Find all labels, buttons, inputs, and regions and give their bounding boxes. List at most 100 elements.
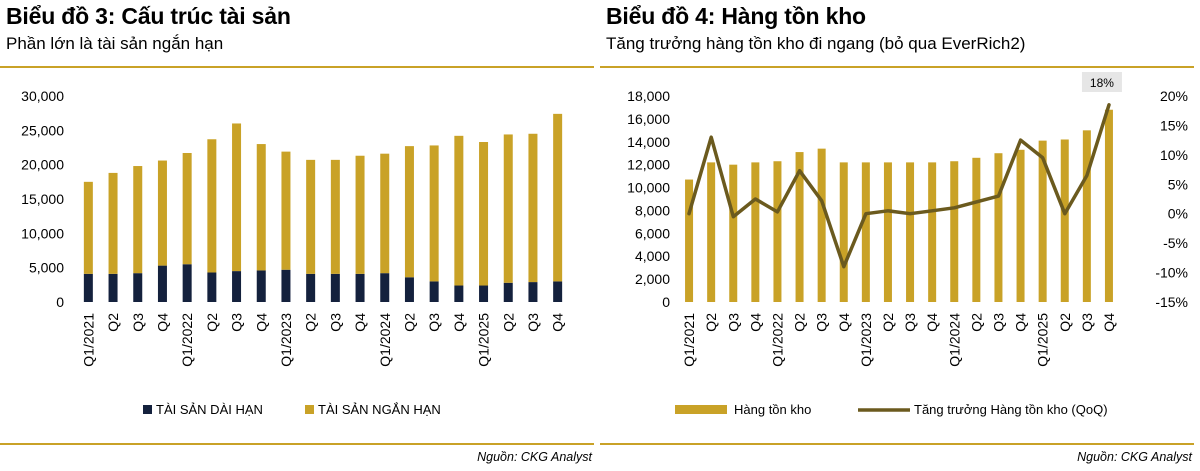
bar-short-term-assets bbox=[479, 142, 489, 286]
y-left-tick-label: 2,000 bbox=[635, 271, 670, 287]
bar-long-term-assets bbox=[232, 271, 242, 302]
bar-short-term-assets bbox=[232, 123, 242, 272]
y-left-tick-label: 4,000 bbox=[635, 248, 670, 264]
legend-label: Hàng tồn kho bbox=[734, 402, 811, 417]
x-tick-label: Q3 bbox=[725, 313, 741, 332]
bar-short-term-assets bbox=[182, 152, 192, 265]
x-tick-label: Q3 bbox=[229, 313, 245, 332]
legend-label: TÀI SẢN DÀI HẠN bbox=[156, 402, 263, 417]
x-tick-label: Q1/2022 bbox=[769, 313, 785, 367]
bar-short-term-assets bbox=[503, 134, 513, 283]
bar-short-term-assets bbox=[528, 133, 538, 283]
bar-inventory bbox=[972, 157, 981, 302]
y-right-tick-label: 5% bbox=[1168, 176, 1188, 192]
x-tick-label: Q1/2024 bbox=[946, 313, 962, 367]
x-tick-label: Q2 bbox=[880, 313, 896, 332]
y-tick-label: 10,000 bbox=[21, 225, 64, 241]
bar-long-term-assets bbox=[182, 264, 192, 302]
source-note: Nguồn: CKG Analyst bbox=[1077, 450, 1192, 464]
bar-long-term-assets bbox=[553, 281, 563, 302]
y-left-tick-label: 12,000 bbox=[627, 157, 670, 173]
x-tick-label: Q4 bbox=[1013, 313, 1029, 332]
x-tick-label: Q3 bbox=[990, 313, 1006, 332]
y-tick-label: 20,000 bbox=[21, 157, 64, 173]
bar-long-term-assets bbox=[528, 282, 538, 302]
x-tick-label: Q4 bbox=[352, 313, 368, 332]
source-note: Nguồn: CKG Analyst bbox=[477, 450, 592, 464]
annotation-box bbox=[1081, 72, 1122, 92]
bar-inventory bbox=[1104, 109, 1113, 302]
y-right-tick-label: 0% bbox=[1168, 206, 1188, 222]
bar-long-term-assets bbox=[133, 273, 143, 302]
bar-inventory bbox=[729, 164, 738, 302]
y-right-tick-label: -5% bbox=[1163, 235, 1188, 251]
y-right-tick-label: 10% bbox=[1160, 147, 1188, 163]
x-tick-label: Q2 bbox=[1057, 313, 1073, 332]
bar-long-term-assets bbox=[330, 273, 340, 302]
bar-inventory bbox=[707, 162, 716, 302]
bar-inventory bbox=[1016, 149, 1025, 302]
bar-long-term-assets bbox=[157, 265, 167, 302]
x-tick-label: Q1/2023 bbox=[858, 313, 874, 367]
x-tick-label: Q2 bbox=[792, 313, 808, 332]
x-tick-label: Q4 bbox=[550, 313, 566, 332]
y-left-tick-label: 18,000 bbox=[627, 88, 670, 104]
bar-inventory bbox=[950, 161, 959, 302]
y-right-tick-label: -10% bbox=[1155, 265, 1188, 281]
chart-title: Biểu đồ 4: Hàng tồn kho bbox=[606, 3, 866, 29]
bar-inventory bbox=[928, 162, 937, 302]
bar-long-term-assets bbox=[108, 273, 118, 302]
chart-subtitle: Phần lớn là tài sản ngắn hạn bbox=[6, 34, 224, 53]
bar-inventory bbox=[1082, 130, 1091, 302]
bar-long-term-assets bbox=[256, 270, 266, 302]
bar-inventory bbox=[817, 148, 826, 302]
x-tick-label: Q2 bbox=[105, 313, 121, 332]
bar-short-term-assets bbox=[133, 166, 143, 274]
x-tick-label: Q1/2022 bbox=[179, 313, 195, 367]
chart-title: Biểu đồ 3: Cấu trúc tài sản bbox=[6, 3, 291, 29]
bar-inventory bbox=[685, 179, 694, 302]
x-tick-label: Q4 bbox=[253, 313, 269, 332]
bar-long-term-assets bbox=[306, 273, 316, 302]
bar-inventory bbox=[795, 152, 804, 302]
bar-long-term-assets bbox=[355, 273, 365, 302]
y-left-tick-label: 10,000 bbox=[627, 180, 670, 196]
y-right-tick-label: -15% bbox=[1155, 294, 1188, 310]
bar-inventory bbox=[1038, 140, 1047, 302]
bar-short-term-assets bbox=[429, 145, 439, 282]
bar-inventory bbox=[773, 161, 782, 302]
x-tick-label: Q3 bbox=[902, 313, 918, 332]
bar-long-term-assets bbox=[207, 272, 217, 302]
footer-divider bbox=[600, 443, 1194, 445]
x-tick-label: Q2 bbox=[204, 313, 220, 332]
bar-long-term-assets bbox=[479, 285, 489, 302]
bar-short-term-assets bbox=[553, 113, 563, 282]
bar-short-term-assets bbox=[207, 139, 217, 273]
y-right-tick-label: 15% bbox=[1160, 117, 1188, 133]
bar-long-term-assets bbox=[429, 281, 439, 302]
legend-swatch-inventory bbox=[675, 405, 727, 414]
y-left-tick-label: 14,000 bbox=[627, 134, 670, 150]
line-inventory-growth-qoq bbox=[687, 103, 1111, 269]
inventory-chart: 0 2,000 4,000 6,000 8,000 10,000 12,000 14,000 1… bbox=[627, 72, 1188, 417]
y-tick-label: 30,000 bbox=[21, 88, 64, 104]
x-tick-label: Q4 bbox=[1101, 313, 1117, 332]
header-divider bbox=[600, 66, 1194, 68]
bar-inventory bbox=[839, 162, 848, 302]
bar-long-term-assets bbox=[281, 269, 291, 302]
x-tick-label: Q4 bbox=[451, 313, 467, 332]
bar-short-term-assets bbox=[306, 159, 316, 274]
y-tick-label: 25,000 bbox=[21, 122, 64, 138]
bar-short-term-assets bbox=[256, 144, 266, 271]
bar-inventory bbox=[861, 162, 870, 302]
x-tick-label: Q4 bbox=[154, 313, 170, 332]
x-tick-label: Q1/2025 bbox=[1035, 313, 1051, 367]
x-tick-label: Q3 bbox=[130, 313, 146, 332]
x-tick-label: Q4 bbox=[747, 313, 763, 332]
x-tick-label: Q4 bbox=[836, 313, 852, 332]
bar-long-term-assets bbox=[83, 273, 93, 302]
legend-swatch-short-term bbox=[305, 405, 314, 414]
y-tick-label: 15,000 bbox=[21, 191, 64, 207]
bar-long-term-assets bbox=[380, 273, 390, 302]
x-tick-label: Q2 bbox=[968, 313, 984, 332]
